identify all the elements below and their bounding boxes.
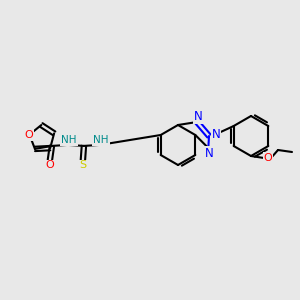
Text: O: O	[264, 153, 272, 163]
Text: N: N	[205, 147, 214, 160]
Text: NH: NH	[93, 135, 109, 145]
Text: NH: NH	[61, 135, 77, 145]
Text: O: O	[24, 130, 33, 140]
Text: N: N	[212, 128, 220, 142]
Text: O: O	[46, 160, 54, 170]
Text: N: N	[194, 110, 202, 123]
Text: S: S	[80, 160, 86, 170]
